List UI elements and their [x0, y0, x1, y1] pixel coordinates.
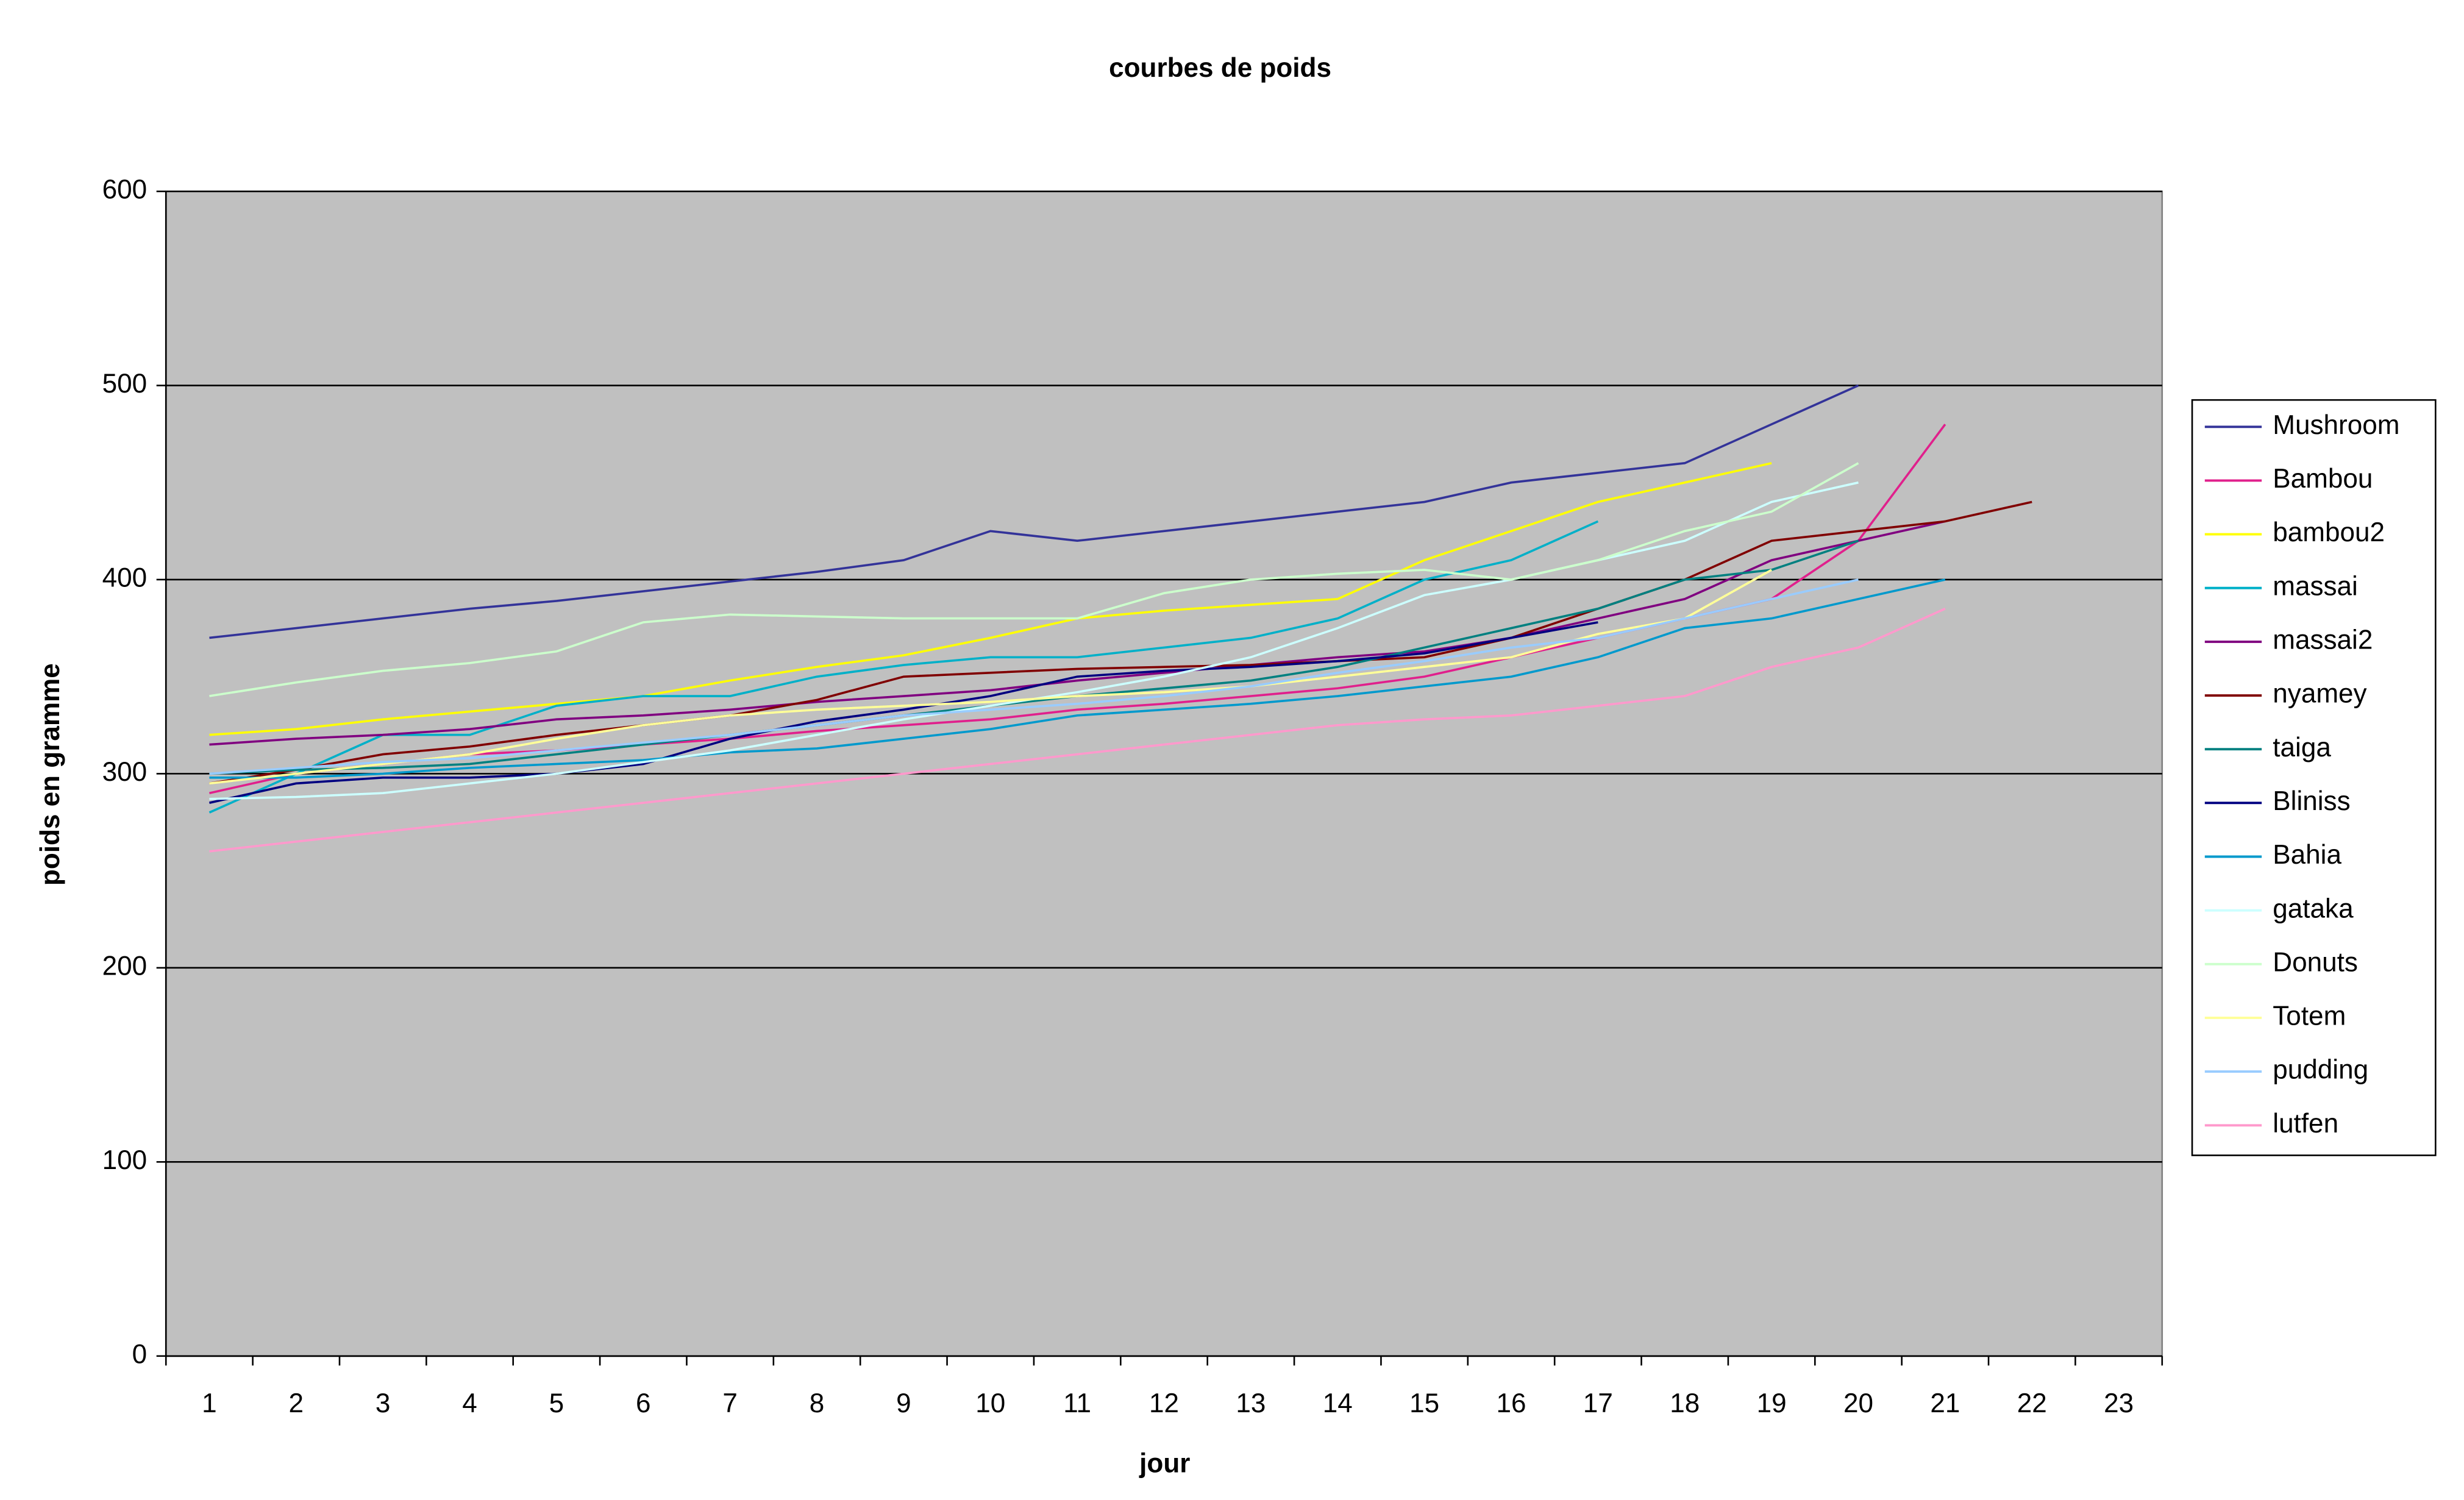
- x-tick-label: 21: [1930, 1388, 1960, 1418]
- x-tick-label: 4: [462, 1388, 477, 1418]
- y-tick-label: 0: [132, 1339, 148, 1369]
- chart-title: courbes de poids: [1109, 53, 1331, 83]
- y-tick-label: 400: [102, 563, 148, 593]
- x-tick-label: 23: [2104, 1388, 2134, 1418]
- legend-label: massai: [2273, 571, 2358, 601]
- series-line: [209, 569, 1773, 785]
- y-tick-label: 600: [102, 175, 148, 205]
- x-tick-label: 19: [1757, 1388, 1787, 1418]
- y-tick-label: 200: [102, 951, 148, 981]
- y-axis-label: poids en gramme: [35, 663, 65, 886]
- x-tick-label: 18: [1670, 1388, 1700, 1418]
- legend-label: bambou2: [2273, 517, 2385, 547]
- legend-label: Mushroom: [2273, 410, 2399, 440]
- x-tick-label: 22: [2017, 1388, 2047, 1418]
- x-tick-label: 20: [1843, 1388, 1873, 1418]
- x-tick-label: 3: [376, 1388, 391, 1418]
- x-tick-label: 11: [1063, 1388, 1091, 1418]
- x-tick-label: 14: [1323, 1388, 1353, 1418]
- legend: Mushroom Bambou bambou2 massai massai2 nyamey…: [2191, 399, 2437, 1156]
- legend-label: Bambou: [2273, 464, 2373, 494]
- x-tick-label: 6: [636, 1388, 651, 1418]
- series-line: [209, 608, 1946, 853]
- legend-label: nyamey: [2273, 679, 2366, 709]
- y-tick-label: 300: [102, 757, 148, 787]
- y-tick-label: 100: [102, 1145, 148, 1175]
- series-line: [209, 539, 1859, 775]
- x-tick-label: 10: [975, 1388, 1005, 1418]
- series-line: [209, 578, 1859, 775]
- y-tick-label: 500: [102, 369, 148, 399]
- legend-label: Totem: [2273, 1001, 2346, 1031]
- legend-label: massai2: [2273, 625, 2373, 655]
- legend-label: Bahia: [2273, 840, 2341, 870]
- series-line: [209, 462, 1859, 697]
- x-axis-label: jour: [1139, 1448, 1190, 1478]
- x-tick-label: 2: [289, 1388, 304, 1418]
- legend-label: lutfen: [2273, 1109, 2338, 1139]
- x-tick-label: 8: [810, 1388, 825, 1418]
- x-tick-label: 7: [722, 1388, 738, 1418]
- x-tick-label: 9: [896, 1388, 911, 1418]
- legend-label: gataka: [2273, 894, 2354, 923]
- legend-label: taiga: [2273, 733, 2331, 762]
- series-line: [209, 520, 1946, 746]
- x-tick-label: 15: [1409, 1388, 1439, 1418]
- x-tick-label: 5: [549, 1388, 564, 1418]
- x-tick-label: 12: [1149, 1388, 1179, 1418]
- series-line: [209, 462, 1772, 736]
- series-line: [209, 384, 1859, 639]
- series-line: [208, 520, 1599, 814]
- x-tick-label: 16: [1496, 1388, 1526, 1418]
- x-tick-label: 1: [202, 1388, 217, 1418]
- x-tick-label: 13: [1236, 1388, 1266, 1418]
- series-line: [209, 621, 1598, 804]
- legend-label: Bliniss: [2273, 786, 2350, 816]
- series-line: [209, 578, 1946, 779]
- series-line: [209, 500, 2032, 785]
- legend-label: pudding: [2273, 1055, 2368, 1085]
- x-tick-label: 17: [1583, 1388, 1613, 1418]
- legend-label: Donuts: [2273, 947, 2358, 977]
- legend-box: [2191, 399, 2437, 1156]
